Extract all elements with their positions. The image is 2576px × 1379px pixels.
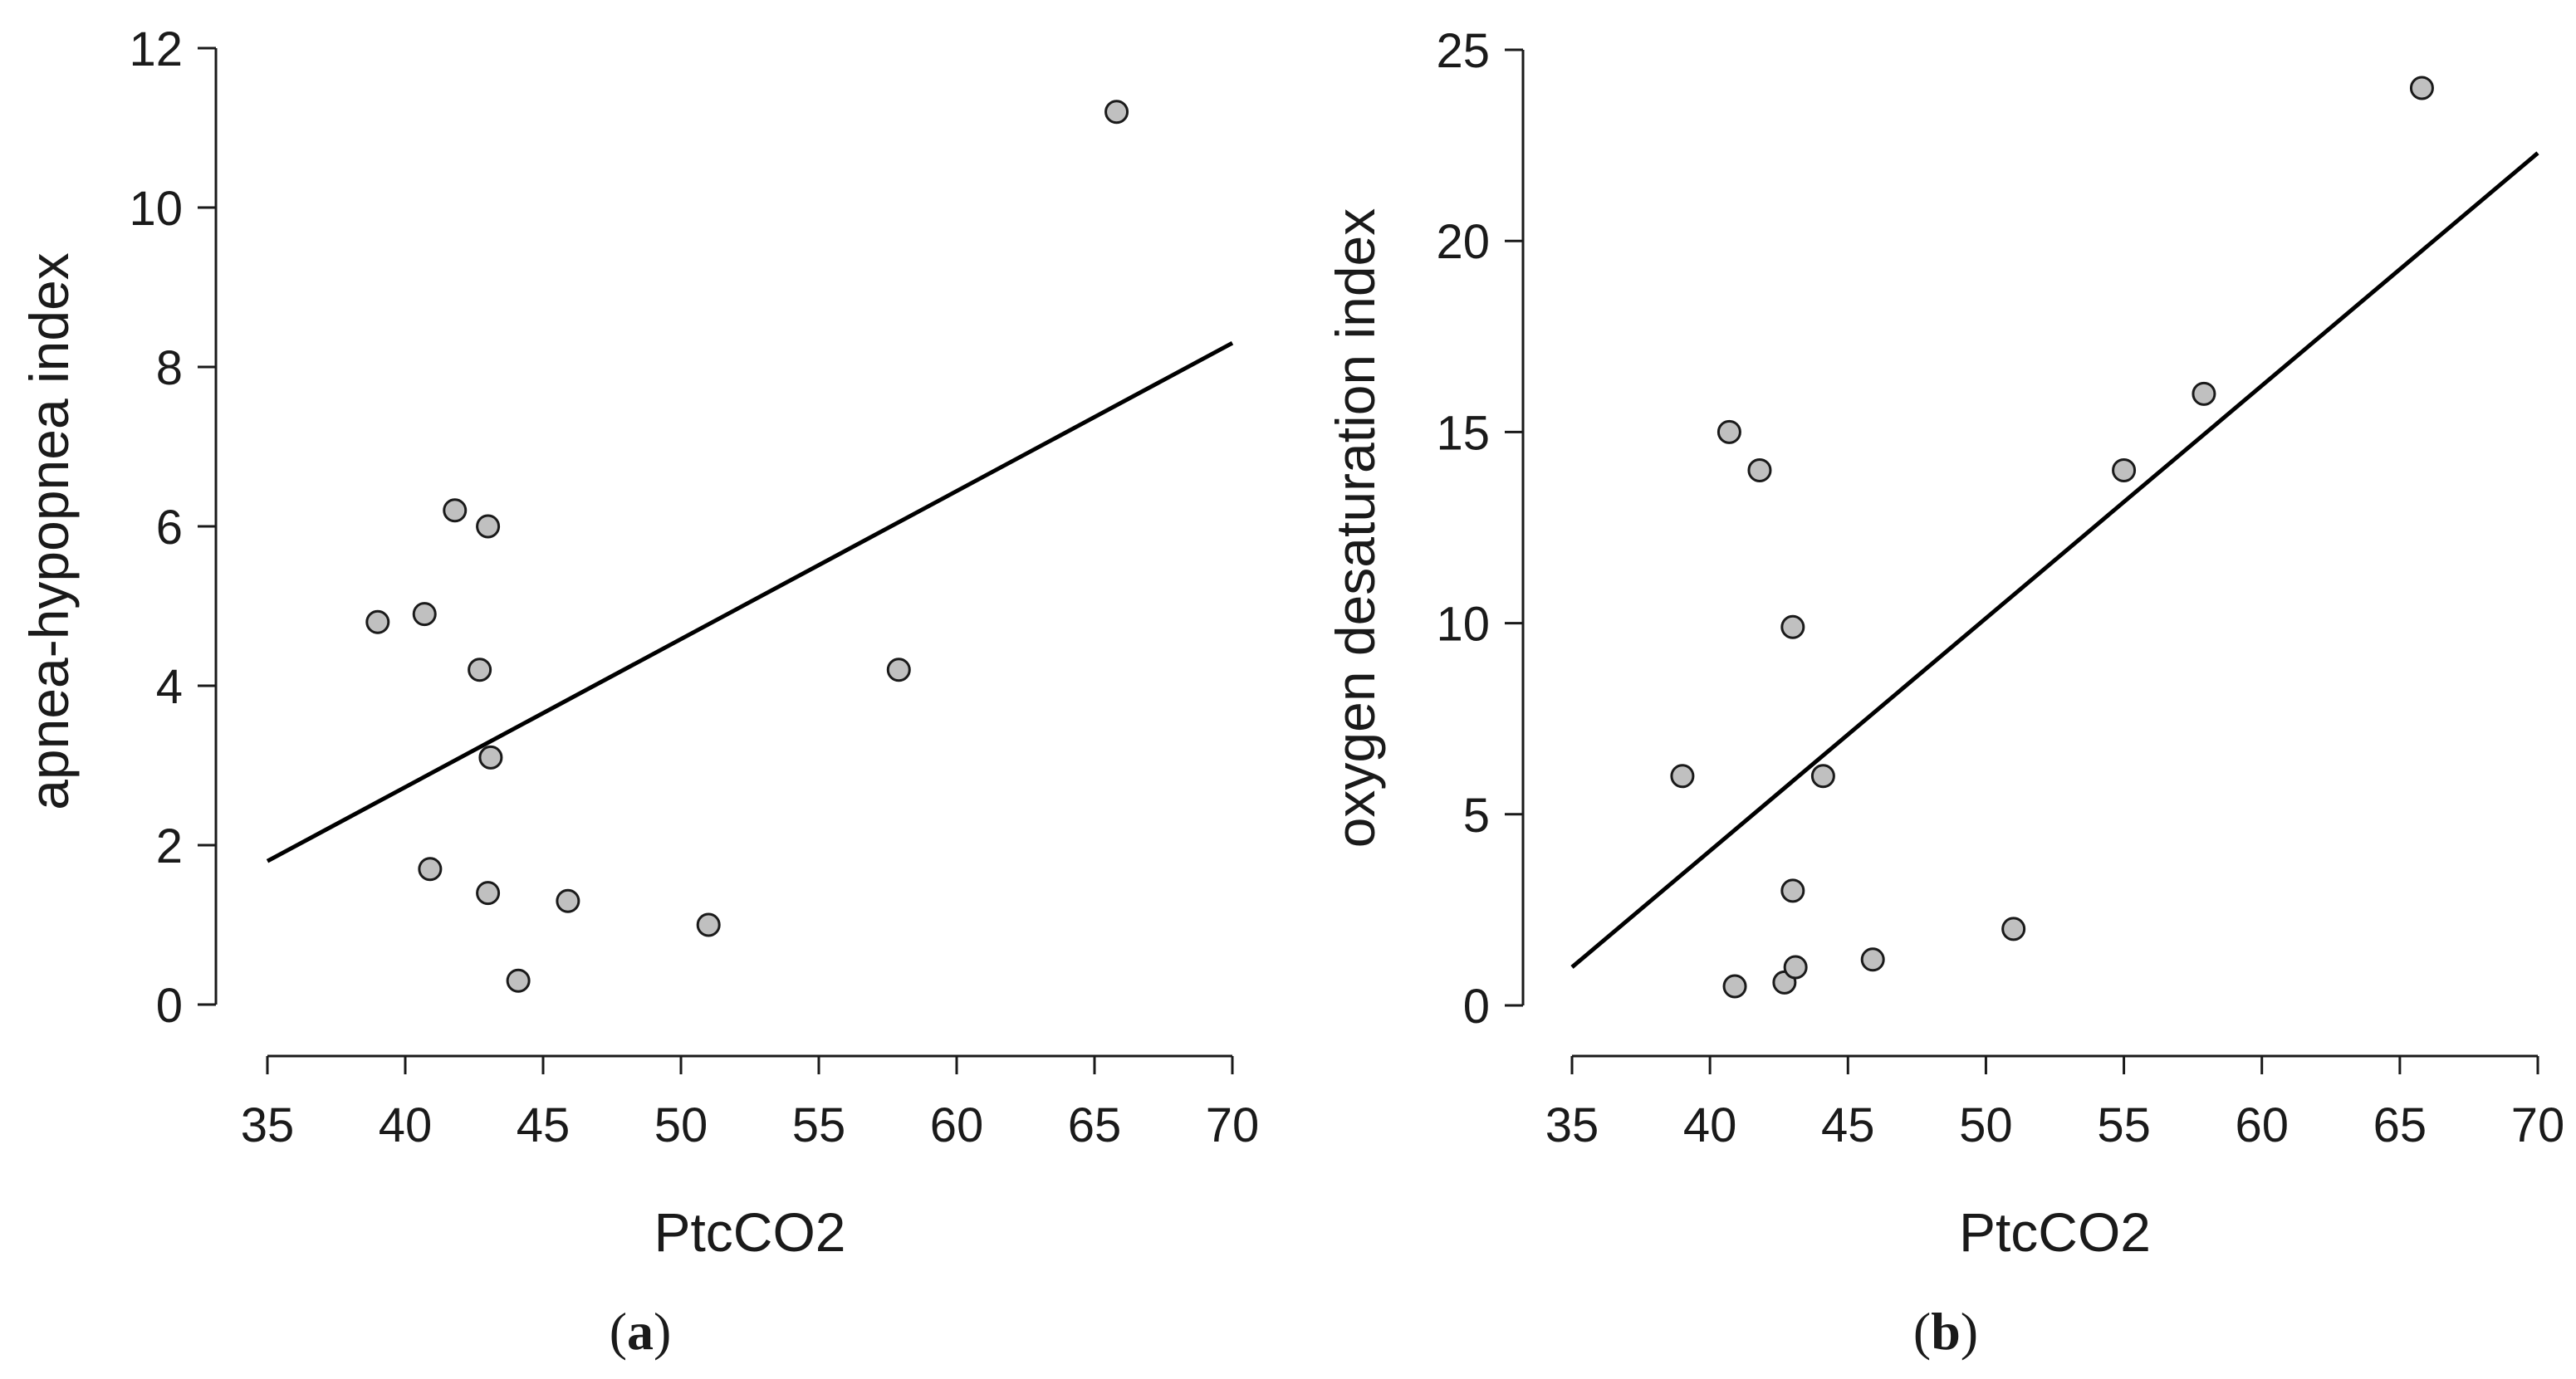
x-axis-title: PtcCO2 xyxy=(1959,1201,2151,1263)
y-tick-label: 0 xyxy=(156,979,183,1033)
y-tick-label: 20 xyxy=(1436,215,1490,269)
data-point xyxy=(1722,974,1747,999)
y-tick-label: 10 xyxy=(1436,598,1490,652)
data-point xyxy=(443,498,468,523)
data-point xyxy=(1783,955,1808,980)
x-tick-label: 45 xyxy=(1821,1098,1875,1152)
data-point xyxy=(476,514,501,539)
data-point xyxy=(1104,100,1129,125)
y-tick-label: 5 xyxy=(1463,789,1490,843)
y-axis-title: apnea-hypopnea index xyxy=(18,252,80,810)
x-tick-label: 40 xyxy=(379,1098,433,1152)
data-point xyxy=(1860,947,1885,972)
y-tick-label: 25 xyxy=(1436,24,1490,78)
data-point xyxy=(365,609,390,634)
x-tick-label: 65 xyxy=(2373,1098,2427,1152)
y-tick-label: 10 xyxy=(129,182,183,236)
y-tick-label: 2 xyxy=(156,819,183,873)
regression-line xyxy=(1570,151,2539,969)
y-tick-label: 8 xyxy=(156,341,183,395)
x-tick-label: 35 xyxy=(1545,1098,1599,1152)
data-point xyxy=(1810,764,1835,789)
panel-b: 35 40 45 50 55 60 65 70 0 5 10 15 20 25 PtcCO2 oxygen d… xyxy=(1325,24,2564,1361)
data-point xyxy=(1670,764,1695,789)
x-tick-label: 60 xyxy=(2235,1098,2289,1152)
data-point xyxy=(556,888,580,913)
data-point xyxy=(506,968,531,993)
data-point xyxy=(1780,614,1805,639)
panel-label: (a) xyxy=(610,1302,672,1361)
data-point xyxy=(1747,457,1772,482)
x-tick-label: 60 xyxy=(930,1098,984,1152)
data-point xyxy=(478,745,503,770)
x-tick-label: 50 xyxy=(654,1098,708,1152)
x-axis-title: PtcCO2 xyxy=(654,1201,845,1263)
data-point xyxy=(696,912,721,937)
data-point xyxy=(1717,419,1741,444)
x-tick-label: 45 xyxy=(517,1098,571,1152)
y-tick-label: 15 xyxy=(1436,406,1490,460)
x-tick-label: 70 xyxy=(2511,1098,2565,1152)
data-point xyxy=(2192,381,2216,406)
y-axis-title: oxygen desaturation index xyxy=(1325,208,1386,848)
data-point xyxy=(412,602,437,627)
panel-label: (b) xyxy=(1913,1302,1978,1361)
x-tick-label: 35 xyxy=(241,1098,295,1152)
data-point xyxy=(886,658,911,682)
x-tick-label: 55 xyxy=(792,1098,846,1152)
data-point xyxy=(418,857,443,882)
data-point xyxy=(2409,76,2434,100)
x-tick-label: 70 xyxy=(1206,1098,1260,1152)
x-tick-label: 40 xyxy=(1683,1098,1737,1152)
regression-line xyxy=(266,340,1234,863)
y-tick-label: 4 xyxy=(156,660,183,714)
x-tick-label: 65 xyxy=(1068,1098,1122,1152)
panel-a: 35 40 45 50 55 60 65 70 0 2 4 6 8 10 12 PtcCO2 apnea-hyp… xyxy=(18,22,1259,1361)
y-tick-label: 6 xyxy=(156,501,183,555)
x-tick-label: 55 xyxy=(2097,1098,2151,1152)
data-point xyxy=(2001,917,2026,941)
y-tick-label: 0 xyxy=(1463,980,1490,1034)
data-point xyxy=(1780,878,1805,903)
x-tick-label: 50 xyxy=(1959,1098,2013,1152)
data-point xyxy=(476,881,501,906)
data-point xyxy=(2112,457,2137,482)
data-point xyxy=(468,658,492,682)
y-tick-label: 12 xyxy=(129,22,183,76)
